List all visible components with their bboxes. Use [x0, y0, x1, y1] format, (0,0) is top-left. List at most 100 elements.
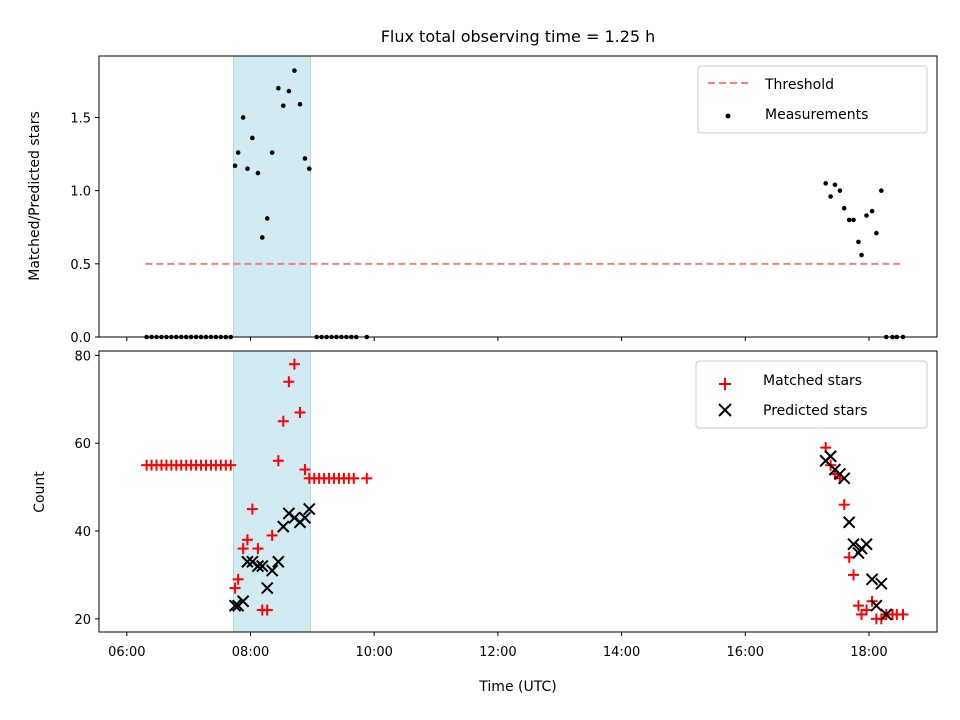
matched-stars-marker: [897, 608, 909, 620]
measurements-point: [851, 217, 856, 223]
matched-stars-marker: [225, 459, 237, 471]
x-tick-label: 12:00: [479, 645, 516, 660]
bottom-highlight-span: [232, 350, 311, 633]
predicted-stars-marker: [880, 608, 893, 621]
measurements-point: [286, 88, 292, 94]
predicted-stars-marker: [842, 516, 856, 529]
bottom-legend: Matched stars Predicted stars: [695, 360, 928, 429]
top-y-axis-label: Matched/Predicted stars: [27, 111, 43, 281]
matched-stars-marker: [229, 582, 241, 594]
y-tick-label: 60: [74, 437, 91, 452]
predicted-stars-marker: [298, 511, 312, 525]
matched-stars-marker: [232, 573, 244, 585]
measurements-point: [276, 85, 281, 91]
matched-stars-marker: [299, 464, 311, 476]
y-tick-label: 40: [74, 525, 91, 540]
matched-stars-marker: [241, 534, 253, 546]
predicted-stars-marker: [251, 559, 265, 573]
predicted-stars-marker: [838, 472, 851, 485]
measurements-point: [828, 194, 833, 199]
matched-stars-marker: [246, 503, 258, 515]
matched-stars-marker: [294, 406, 306, 418]
measurements-point: [856, 239, 861, 245]
x-tick-label: 16:00: [727, 645, 764, 660]
legend-matched-label: Matched stars: [763, 373, 862, 389]
measurements-point: [864, 213, 869, 218]
y-tick-label: 20: [74, 613, 91, 628]
predicted-stars-marker: [236, 595, 250, 608]
predicted-stars-marker: [261, 581, 274, 595]
matched-stars-marker: [266, 529, 278, 541]
legend-predicted-marker: [718, 403, 732, 417]
y-tick-label: 80: [74, 349, 91, 364]
measurements-point: [245, 166, 250, 171]
y-tick-label: 0.0: [70, 331, 91, 346]
x-tick-label: 08:00: [232, 645, 269, 660]
matched-stars-marker: [237, 543, 249, 555]
predicted-stars-marker: [256, 559, 269, 573]
measurements-point: [823, 181, 828, 186]
measurements-point: [264, 216, 270, 221]
predicted-stars-marker: [228, 599, 242, 612]
predicted-stars-marker: [824, 450, 837, 463]
measurements-point: [846, 217, 852, 223]
y-tick-label: 1.5: [70, 111, 91, 126]
measurements-point: [832, 182, 838, 188]
matched-stars-marker: [361, 472, 373, 484]
predicted-stars-marker: [265, 564, 279, 577]
legend-predicted-label: Predicted stars: [763, 403, 868, 419]
measurements-point: [235, 150, 241, 155]
legend-measurements-label: Measurements: [765, 107, 868, 123]
predicted-stars-marker: [277, 520, 290, 533]
matched-stars-marker: [348, 472, 360, 484]
predicted-stars-marker: [865, 573, 879, 586]
x-tick-label: 18:00: [850, 645, 887, 660]
measurements-point: [255, 170, 261, 176]
measurements-point: [869, 208, 875, 214]
bottom-panel: 20 40 60 80 06:00 08:00 10:00 12:00 14:00 16:00 18…: [32, 349, 938, 695]
measurements-point: [306, 166, 312, 171]
predicted-stars-marker: [875, 577, 888, 590]
predicted-stars-marker: [847, 537, 860, 551]
matched-stars-marker: [277, 415, 289, 427]
measurements-point: [841, 205, 847, 211]
measurements-point: [292, 68, 297, 73]
x-tick-label: 06:00: [108, 645, 145, 660]
measurements-point: [859, 252, 864, 258]
y-tick-label: 1.0: [70, 185, 91, 200]
bottom-legend-box: [695, 360, 928, 429]
bottom-y-axis-label: Count: [32, 471, 48, 513]
matched-stars-marker: [852, 600, 864, 612]
x-tick-label: 14:00: [603, 645, 640, 660]
measurements-point: [280, 103, 286, 109]
predicted-stars-marker: [303, 502, 316, 516]
measurements-point: [879, 188, 884, 193]
predicted-stars-marker: [870, 599, 883, 612]
measurements-point: [297, 101, 303, 107]
matched-stars-marker: [838, 499, 850, 511]
predicted-stars-marker: [241, 555, 254, 568]
measurements-point: [302, 156, 308, 161]
predicted-stars-marker: [860, 537, 873, 551]
legend-measurements-marker: [725, 113, 731, 119]
top-panel: 0.0 0.5 1.0 1.5 Matched/Predicted stars Thr…: [27, 55, 938, 346]
top-legend-box: [697, 65, 928, 134]
chart-title: Flux total observing time = 1.25 h: [381, 27, 656, 46]
measurements-point: [240, 115, 246, 120]
bottom-panel-frame: [98, 350, 938, 633]
matched-stars-marker: [272, 455, 284, 467]
matched-stars-marker: [288, 358, 300, 370]
measurements-point: [837, 188, 843, 193]
legend-matched-marker: [719, 378, 731, 390]
matched-stars-marker: [252, 543, 264, 555]
top-panel-frame: [98, 55, 938, 338]
legend-threshold-label: Threshold: [764, 77, 834, 93]
top-highlight-span: [232, 55, 311, 338]
measurements-point: [269, 150, 275, 155]
measurements-point: [874, 230, 879, 236]
top-legend: Threshold Measurements: [697, 65, 928, 134]
x-axis-label: Time (UTC): [478, 679, 556, 695]
x-tick-label: 10:00: [355, 645, 392, 660]
matched-stars-marker: [261, 604, 273, 616]
